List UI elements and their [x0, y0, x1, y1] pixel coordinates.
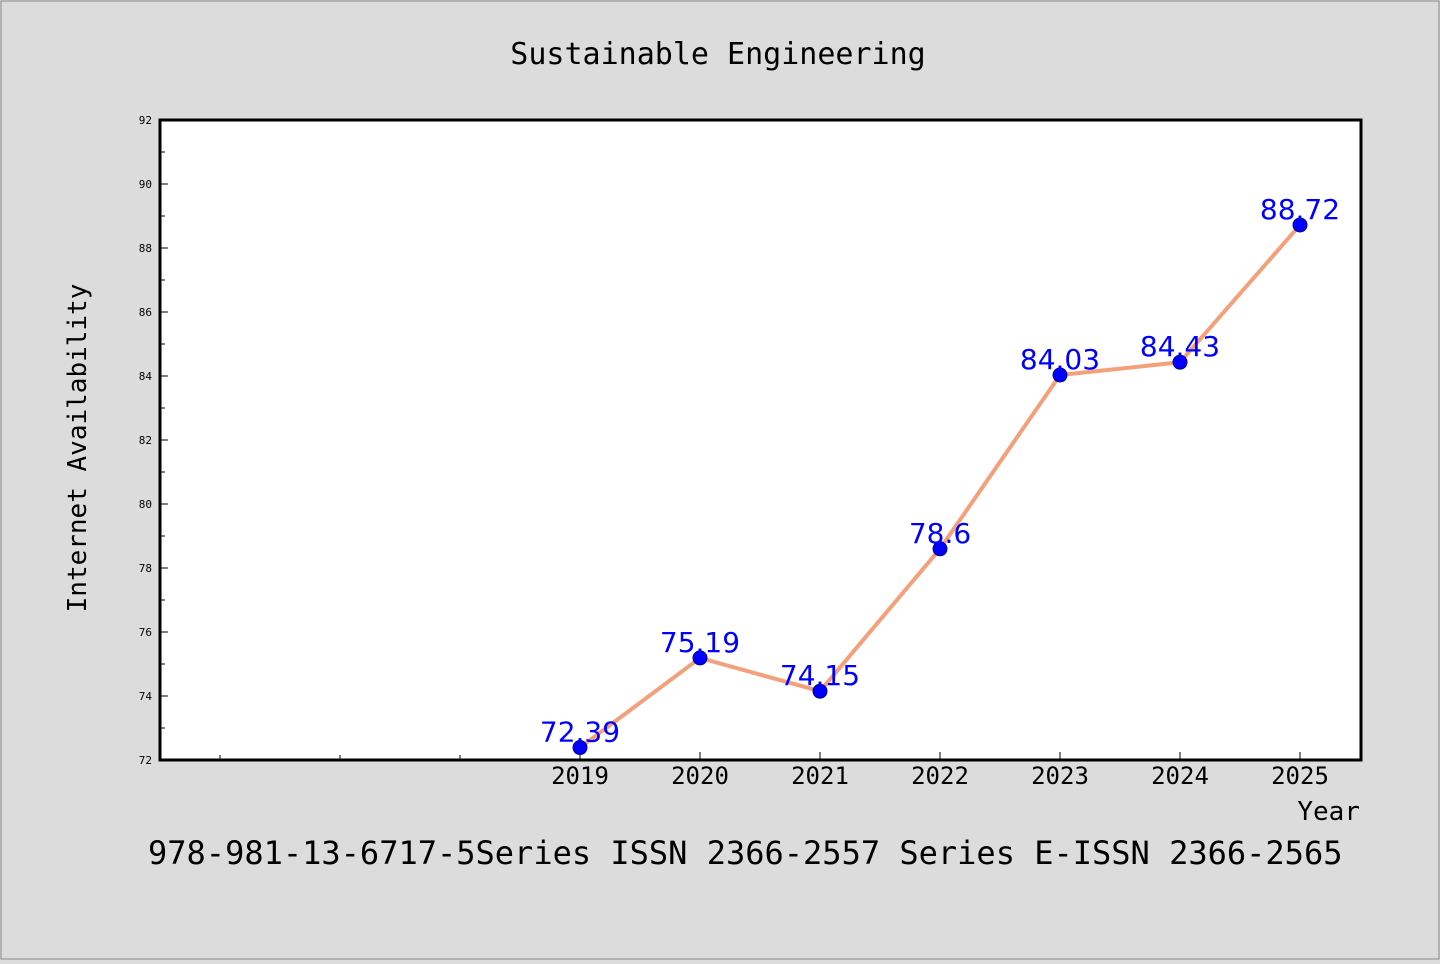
y-axis-ticks: 72 74 76 78 80 82 84 86 88 90 92 — [139, 114, 168, 767]
data-label: 84.43 — [1140, 330, 1220, 363]
data-point — [932, 541, 948, 557]
x-tick-label: 2019 — [551, 762, 609, 790]
y-tick-label: 72 — [139, 754, 152, 767]
y-tick-label: 74 — [139, 690, 153, 703]
data-label: 75.19 — [660, 626, 740, 659]
y-tick-label: 76 — [139, 626, 152, 639]
x-tick-label: 2024 — [1151, 762, 1209, 790]
y-tick-label: 92 — [139, 114, 152, 127]
data-point — [1052, 367, 1068, 383]
y-tick-label: 84 — [139, 370, 153, 383]
y-tick-label: 80 — [139, 498, 152, 511]
plot-area — [158, 118, 1363, 762]
data-point — [1292, 217, 1308, 233]
data-point — [692, 650, 708, 666]
data-label: 74.15 — [780, 659, 860, 692]
y-tick-label: 88 — [139, 242, 152, 255]
data-label: 84.03 — [1020, 343, 1100, 376]
y-tick-label: 90 — [139, 178, 152, 191]
x-tick-label: 2021 — [791, 762, 849, 790]
data-point — [572, 740, 588, 756]
chart-title: Sustainable Engineering — [510, 37, 925, 72]
data-label: 72.39 — [540, 716, 620, 749]
x-tick-label: 2023 — [1031, 762, 1089, 790]
data-label: 88.72 — [1260, 193, 1340, 226]
footer-isbn-issn: 978-981-13-6717-5Series ISSN 2366-2557 S… — [148, 834, 1342, 872]
y-axis-label: Internet Availability — [63, 284, 93, 613]
data-point — [812, 683, 828, 699]
y-tick-label: 78 — [139, 562, 152, 575]
y-tick-label: 86 — [139, 306, 152, 319]
x-tick-label: 2025 — [1271, 762, 1329, 790]
data-point — [1172, 354, 1188, 370]
y-tick-label: 82 — [139, 434, 152, 447]
x-tick-label: 2020 — [671, 762, 729, 790]
x-axis-label: Year — [1297, 797, 1360, 827]
x-axis-ticks: 2019 2020 2021 2022 2023 2024 2025 — [219, 752, 1329, 790]
data-label: 78.6 — [909, 517, 971, 550]
series-group: 72.39 75.19 74.15 78.6 84.03 84.43 88.72 — [540, 193, 1340, 756]
x-tick-label: 2022 — [911, 762, 969, 790]
